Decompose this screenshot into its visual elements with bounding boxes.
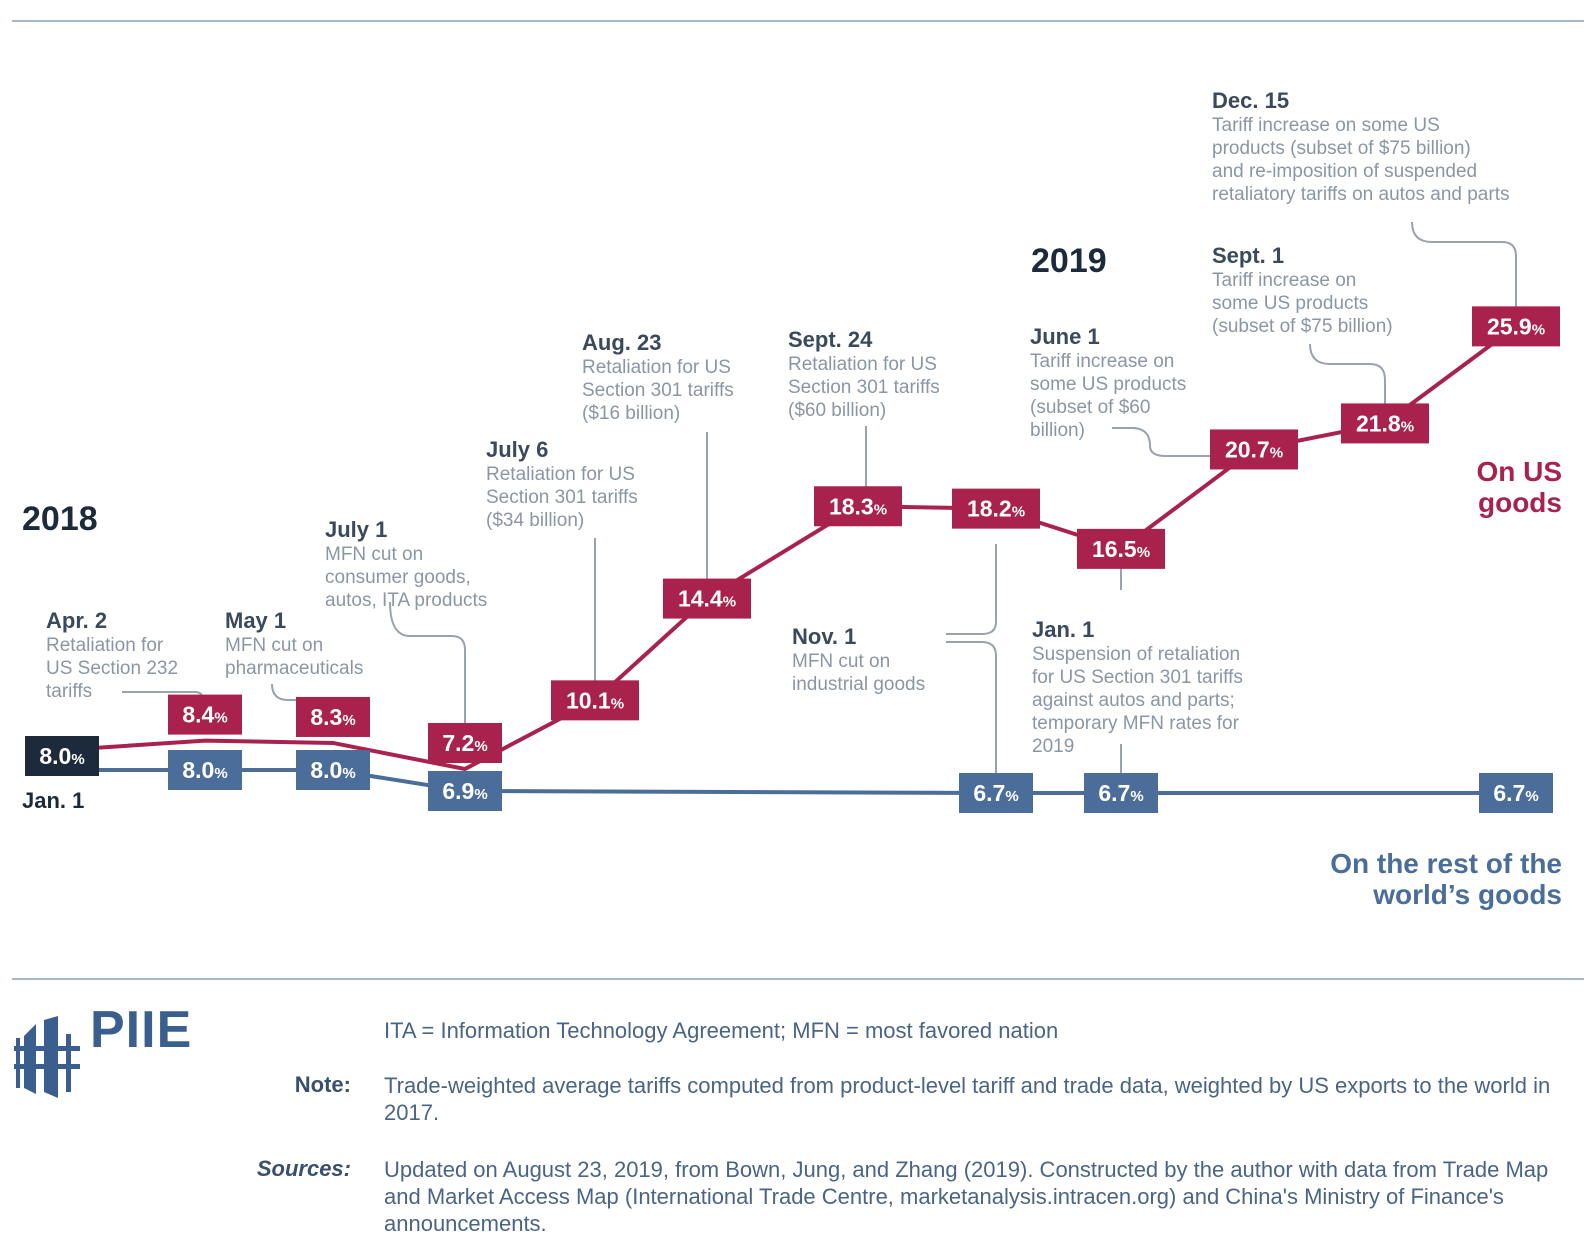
us-point-label: 10.1%: [566, 687, 624, 713]
start-date-label: Jan. 1: [22, 788, 84, 813]
sources-text: Updated on August 23, 2019, from Bown, J…: [384, 1157, 1549, 1236]
piie-logo-icon: [14, 1016, 80, 1098]
annotation-date: June 1: [1030, 324, 1100, 349]
annotation-date: Jan. 1: [1032, 617, 1095, 642]
year-2019-label: 2019: [1031, 242, 1107, 280]
annotation-date: Aug. 23: [582, 330, 662, 355]
leader-line: [946, 641, 997, 786]
annotation-date: May 1: [225, 608, 287, 633]
world-point-box: [1084, 773, 1158, 813]
leader-line: [389, 601, 466, 752]
us-point-box: [1341, 403, 1429, 444]
annotation-text: Suspension of retaliation for US Section…: [1032, 644, 1243, 757]
note-text: Trade-weighted average tariffs computed …: [384, 1073, 1551, 1125]
us-point-label: 14.4%: [678, 586, 736, 612]
us-point-box: [551, 680, 639, 721]
world-point-box: [296, 750, 370, 790]
us-point-box: [1472, 306, 1560, 347]
series-line-world: [62, 768, 1516, 795]
series-label-world: On the rest of the world’s goods: [1330, 848, 1562, 910]
annotation-apr2: Apr. 2 Retaliation for US Section 232 ta…: [46, 608, 178, 703]
top-rule: [12, 20, 1584, 22]
annotation-jan1-2019: Jan. 1 Suspension of retaliation for US …: [1032, 617, 1243, 758]
annotation-dec15: Dec. 15 Tariff increase on some US produ…: [1212, 88, 1509, 206]
annotation-sept24: Sept. 24 Retaliation for US Section 301 …: [788, 327, 940, 422]
annotation-date: Sept. 1: [1212, 243, 1285, 268]
annotation-date: Nov. 1: [792, 624, 857, 649]
us-point-box: [296, 696, 370, 737]
series-label-us: On US goods: [1476, 456, 1562, 518]
leader-line: [1411, 221, 1517, 316]
us-point-box: [1210, 429, 1298, 470]
annotation-text: Retaliation for US Section 301 tariffs (…: [582, 357, 734, 424]
world-point-label: 8.0%: [310, 757, 355, 783]
annotation-date: July 6: [486, 437, 549, 462]
annotation-text: MFN cut on consumer goods, autos, ITA pr…: [325, 544, 488, 611]
tariff-line-chart: 8.0% 8.0%6.9% 6.7% 6.7% 6.7%8.4% 8.3%7.2%10.1…: [22, 221, 1560, 813]
us-point-box: [1077, 528, 1165, 569]
annotation-text: Retaliation for US Section 301 tariffs (…: [486, 464, 638, 531]
world-point-box: [428, 771, 502, 811]
annotation-text: MFN cut on industrial goods: [792, 651, 926, 695]
us-point-box: [952, 488, 1040, 529]
world-point-label: 6.7%: [1493, 780, 1538, 806]
annotation-text: Tariff increase on some US products (sub…: [1030, 351, 1187, 441]
annotation-date: Apr. 2: [46, 608, 108, 633]
annotation-text: Retaliation for US Section 301 tariffs (…: [788, 354, 940, 421]
leader-line: [1112, 427, 1210, 457]
year-2018-label: 2018: [22, 500, 98, 538]
annotation-july6: July 6 Retaliation for US Section 301 ta…: [486, 437, 638, 532]
annotation-date: July 1: [325, 517, 388, 542]
world-point-box: [1479, 773, 1553, 813]
annotation-june1: June 1 Tariff increase on some US produc…: [1030, 324, 1186, 442]
leader-line: [946, 544, 997, 635]
us-point-box: [814, 486, 902, 527]
annotation-text: Tariff increase on some US products (sub…: [1212, 270, 1393, 337]
annotation-text: Tariff increase on some US products (sub…: [1212, 115, 1510, 205]
world-point-box: [168, 750, 242, 790]
annotation-text: Retaliation for US Section 232 tariffs: [46, 635, 179, 702]
leader-line: [1309, 343, 1386, 414]
footer-rule: [12, 978, 1584, 980]
annotation-text: MFN cut on pharmaceuticals: [225, 635, 364, 679]
annotation-aug23: Aug. 23 Retaliation for US Section 301 t…: [582, 330, 734, 425]
annotation-july1: July 1 MFN cut on consumer goods, autos,…: [325, 517, 487, 612]
annotation-nov1: Nov. 1 MFN cut on industrial goods: [792, 624, 925, 696]
us-point-box: [168, 694, 242, 735]
annotation-sept1: Sept. 1 Tariff increase on some US produ…: [1212, 243, 1393, 338]
world-point-box: [959, 773, 1033, 813]
annotation-date: Dec. 15: [1212, 88, 1290, 113]
annotation-may1: May 1 MFN cut on pharmaceuticals: [225, 608, 363, 680]
annotation-date: Sept. 24: [788, 327, 873, 352]
start-point-box: [25, 736, 99, 776]
us-point-box: [663, 578, 751, 619]
abbreviations-text: ITA = Information Technology Agreement; …: [384, 1018, 1059, 1043]
note-label: Note:: [294, 1072, 351, 1097]
us-point-box: [428, 723, 502, 763]
logo-wordmark: PIIE: [90, 1001, 193, 1059]
sources-label: Sources:: [256, 1156, 351, 1181]
